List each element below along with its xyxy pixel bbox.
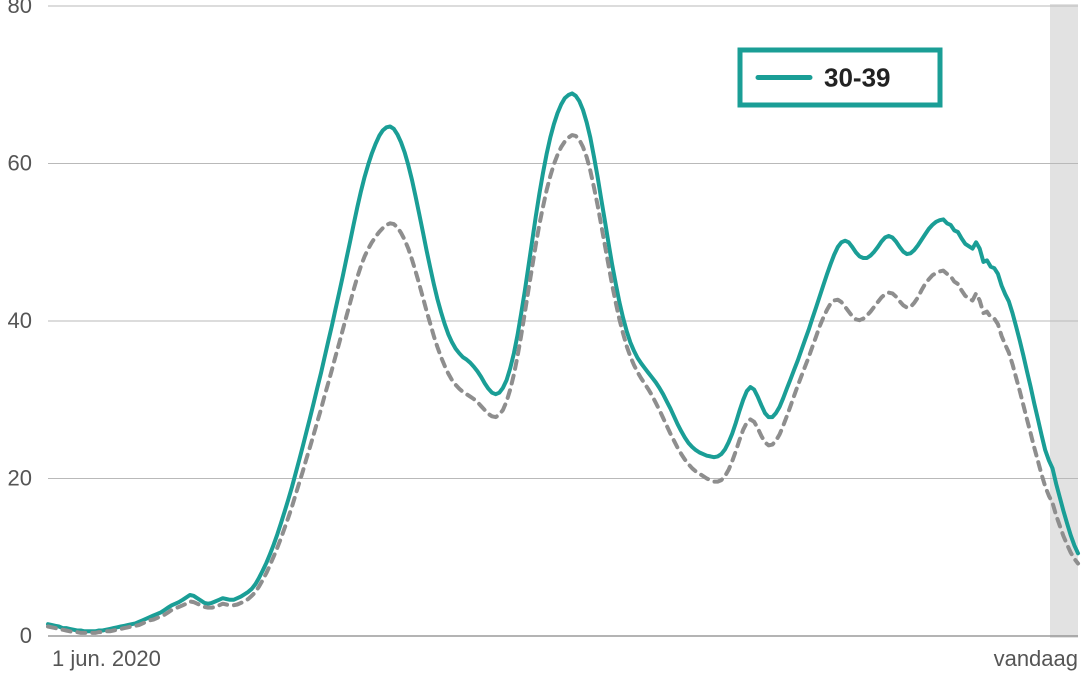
svg-text:60: 60 (8, 151, 32, 176)
svg-text:20: 20 (8, 466, 32, 491)
line-chart: 0 20 40 60 80 1 jun. 2020 vandaag 30-39 (0, 0, 1085, 684)
svg-text:0: 0 (20, 623, 32, 648)
svg-text:40: 40 (8, 308, 32, 333)
svg-text:1 jun. 2020: 1 jun. 2020 (52, 646, 161, 671)
chart-svg: 0 20 40 60 80 1 jun. 2020 vandaag 30-39 (0, 0, 1085, 684)
svg-text:30-39: 30-39 (824, 63, 891, 93)
svg-text:vandaag: vandaag (994, 646, 1078, 671)
svg-text:80: 80 (8, 0, 32, 18)
